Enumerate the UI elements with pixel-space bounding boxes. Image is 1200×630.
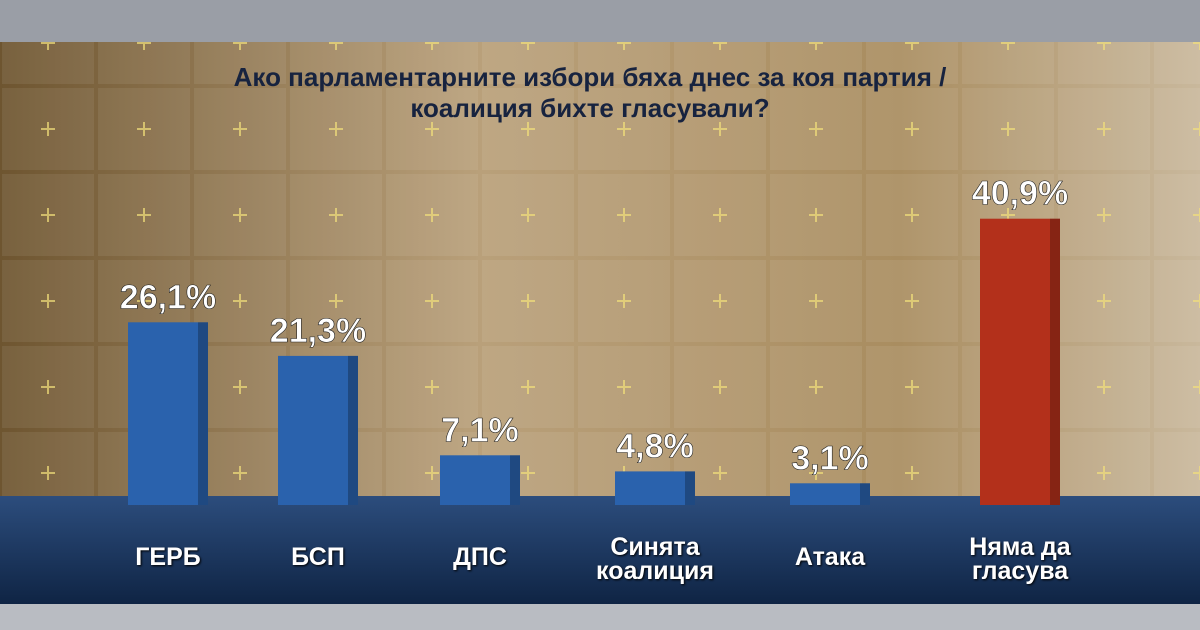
category-label: ДПС [453, 543, 507, 571]
category-label: Синята коалиция [596, 533, 714, 585]
value-label: 7,1% [441, 411, 519, 449]
bar-shade [198, 322, 208, 505]
category-label: Няма да гласува [969, 533, 1071, 585]
value-label: 21,3% [270, 312, 366, 350]
bar [440, 455, 520, 505]
bottom-strip [0, 604, 1200, 630]
bar-shade [510, 455, 520, 505]
bar [980, 218, 1060, 505]
bottom-band [0, 496, 1200, 604]
bar [278, 355, 358, 505]
category-label: Атака [794, 543, 866, 571]
value-label: 26,1% [120, 278, 216, 316]
bar-shade [685, 471, 695, 505]
bar-shade [860, 483, 870, 505]
top-band [0, 0, 1200, 42]
bar [790, 483, 870, 505]
value-label: 4,8% [616, 427, 694, 465]
value-label: 3,1% [791, 439, 869, 477]
category-label: БСП [291, 543, 345, 571]
bar [615, 471, 695, 505]
bar [128, 322, 208, 505]
bar-shade [348, 355, 358, 505]
chart-title: Ако парламентарните избори бяха днес за … [233, 62, 947, 123]
category-label: ГЕРБ [135, 543, 201, 571]
value-label: 40,9% [972, 175, 1068, 213]
bar-shade [1050, 218, 1060, 505]
